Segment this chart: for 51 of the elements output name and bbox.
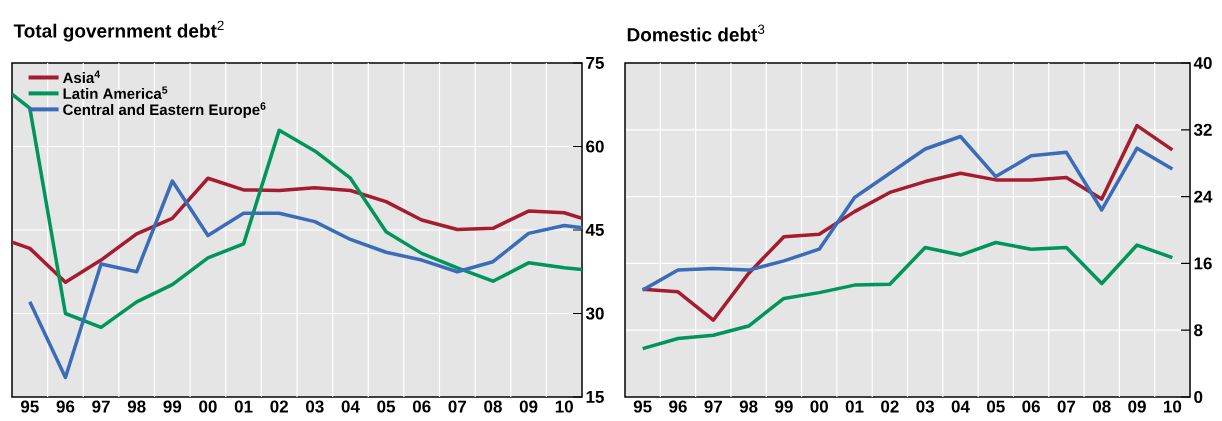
- x-tick-label: 96: [56, 400, 75, 413]
- x-tick-label: 05: [987, 400, 1005, 413]
- y-tick-label: 15: [586, 391, 604, 403]
- x-tick-label: 02: [270, 400, 288, 413]
- chart-title: Domestic debt$^{3}$: [627, 24, 765, 42]
- x-tick-label: 10: [1163, 400, 1182, 413]
- x-tick-label: 97: [704, 400, 722, 413]
- x-tick-label: 95: [20, 400, 39, 413]
- x-tick-label: 06: [1022, 400, 1040, 413]
- x-tick-label: 97: [92, 400, 110, 413]
- x-tick-label: 01: [845, 400, 864, 413]
- y-tick-label: 60: [586, 140, 604, 153]
- x-tick-label: 05: [377, 400, 396, 413]
- legend-label: Central and Eastern Europe$^{6}$: [63, 102, 266, 118]
- x-tick-label: 02: [881, 400, 899, 413]
- x-tick-label: 03: [916, 400, 935, 413]
- x-tick-label: 08: [484, 400, 502, 413]
- x-tick-label: 03: [306, 400, 324, 413]
- y-tick-label: 0: [1194, 390, 1203, 404]
- y-tick-label: 45: [585, 224, 604, 236]
- x-tick-label: 98: [739, 400, 758, 413]
- y-tick-label: 30: [585, 307, 604, 320]
- y-tick-label: 16: [1194, 257, 1212, 270]
- x-tick-label: 04: [341, 400, 360, 413]
- x-tick-label: 07: [1057, 400, 1076, 413]
- x-tick-label: 01: [234, 400, 253, 413]
- y-tick-label: 32: [1193, 123, 1212, 136]
- line-series: [28, 179, 582, 380]
- x-tick-label: 95: [633, 400, 652, 413]
- chart-title: Total government debt$^{2}$: [13, 20, 224, 42]
- y-tick-label: 8: [1194, 324, 1203, 337]
- x-tick-label: 99: [775, 400, 793, 413]
- x-tick-label: 09: [1128, 400, 1146, 413]
- x-tick-label: 00: [810, 400, 828, 413]
- y-tick-label: 40: [1193, 56, 1212, 70]
- y-tick-label: 24: [1194, 190, 1213, 203]
- x-tick-label: 00: [199, 400, 217, 413]
- line-series: [640, 240, 1175, 351]
- line-series: [12, 176, 582, 285]
- x-tick-label: 07: [448, 400, 467, 413]
- x-tick-label: 09: [519, 400, 538, 413]
- x-tick-label: 08: [1092, 400, 1111, 413]
- y-tick-label: 75: [586, 57, 604, 69]
- x-tick-label: 96: [669, 400, 687, 413]
- x-tick-label: 10: [555, 400, 573, 413]
- x-tick-label: 04: [951, 400, 970, 413]
- legend-label: Latin America$^{5}$: [63, 86, 168, 99]
- x-tick-label: 98: [127, 400, 146, 413]
- x-tick-label: 06: [412, 400, 431, 413]
- legend-label: Asia$^{4}$: [62, 70, 101, 84]
- x-tick-label: 99: [163, 400, 182, 413]
